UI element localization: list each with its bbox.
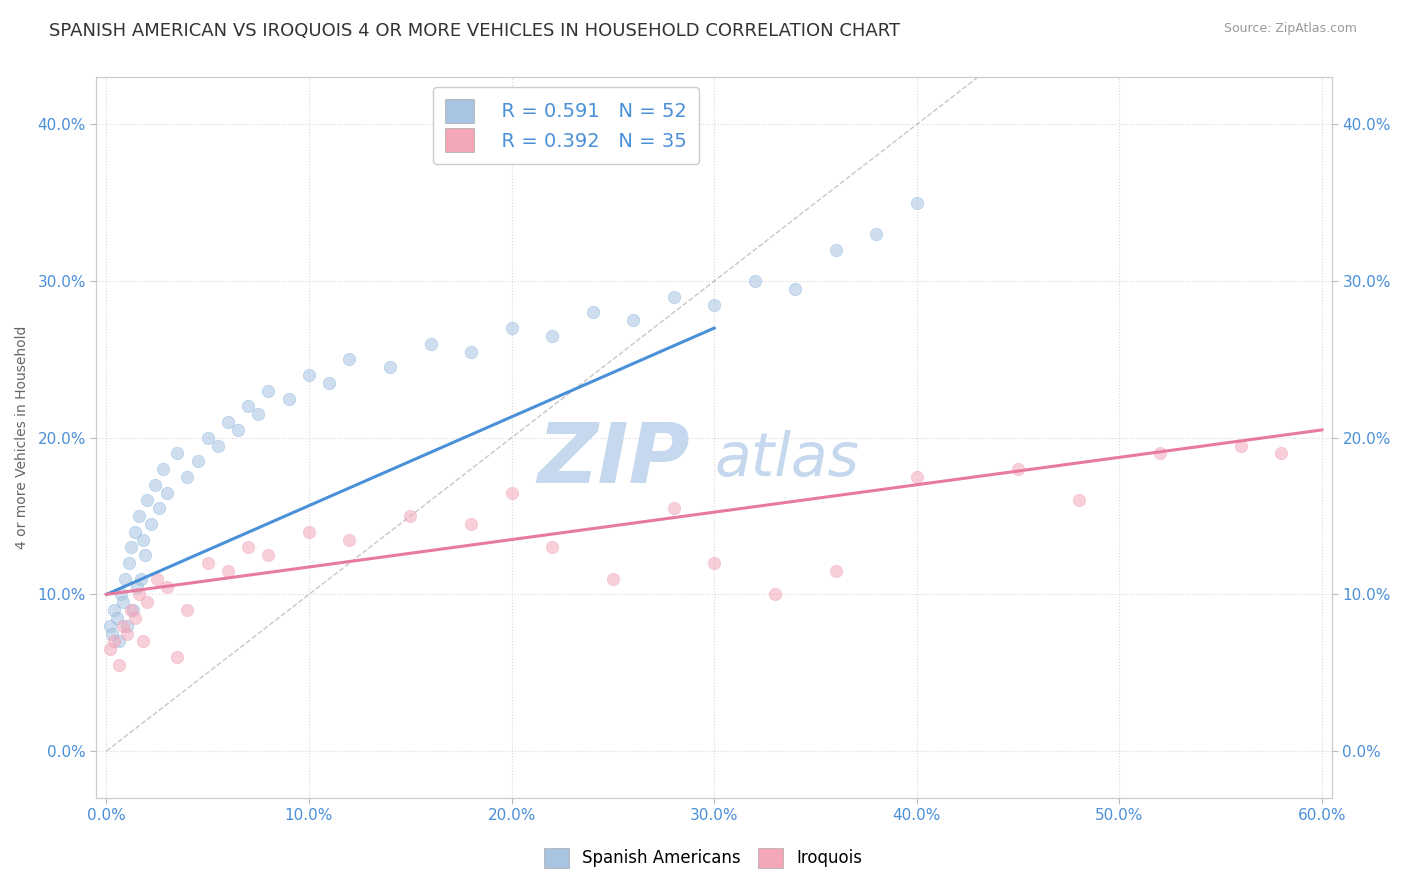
Point	[238, 541, 260, 555]
Point	[152, 462, 174, 476]
Point	[134, 548, 156, 562]
Legend:   R = 0.591   N = 52,   R = 0.392   N = 35: R = 0.591 N = 52, R = 0.392 N = 35	[433, 87, 699, 164]
Point	[148, 501, 170, 516]
Point	[247, 407, 270, 421]
Point	[298, 524, 321, 539]
Point	[176, 470, 198, 484]
Point	[763, 587, 786, 601]
Point	[166, 650, 188, 665]
Point	[135, 493, 157, 508]
Point	[217, 415, 239, 429]
Point	[662, 290, 685, 304]
Y-axis label: 4 or more Vehicles in Household: 4 or more Vehicles in Household	[15, 326, 30, 549]
Point	[621, 313, 644, 327]
Point	[115, 626, 138, 640]
Point	[110, 587, 132, 601]
Text: ZIP: ZIP	[537, 419, 689, 500]
Point	[128, 587, 150, 601]
Point	[156, 485, 179, 500]
Point	[785, 282, 807, 296]
Point	[176, 603, 198, 617]
Point	[124, 611, 146, 625]
Point	[100, 619, 122, 633]
Point	[257, 548, 280, 562]
Text: SPANISH AMERICAN VS IROQUOIS 4 OR MORE VEHICLES IN HOUSEHOLD CORRELATION CHART: SPANISH AMERICAN VS IROQUOIS 4 OR MORE V…	[49, 22, 900, 40]
Point	[128, 509, 150, 524]
Point	[824, 564, 846, 578]
Point	[277, 392, 299, 406]
Point	[905, 470, 928, 484]
Point	[124, 524, 146, 539]
Point	[103, 634, 125, 648]
Point	[399, 509, 422, 524]
Point	[146, 572, 169, 586]
Point	[166, 446, 188, 460]
Point	[703, 556, 725, 570]
Point	[135, 595, 157, 609]
Point	[541, 541, 564, 555]
Point	[120, 603, 142, 617]
Point	[238, 400, 260, 414]
Legend: Spanish Americans, Iroquois: Spanish Americans, Iroquois	[537, 841, 869, 875]
Point	[339, 352, 361, 367]
Point	[101, 626, 124, 640]
Point	[662, 501, 685, 516]
Point	[132, 634, 155, 648]
Point	[226, 423, 249, 437]
Point	[744, 274, 766, 288]
Point	[1149, 446, 1171, 460]
Point	[121, 603, 143, 617]
Point	[378, 360, 401, 375]
Point	[460, 344, 482, 359]
Point	[905, 195, 928, 210]
Point	[100, 642, 122, 657]
Point	[501, 485, 523, 500]
Point	[318, 376, 340, 390]
Point	[118, 556, 141, 570]
Point	[1067, 493, 1090, 508]
Point	[602, 572, 624, 586]
Point	[143, 477, 166, 491]
Point	[865, 227, 887, 241]
Text: atlas: atlas	[714, 430, 859, 489]
Point	[107, 634, 129, 648]
Point	[132, 533, 155, 547]
Point	[298, 368, 321, 383]
Point	[581, 305, 603, 319]
Point	[501, 321, 523, 335]
Point	[257, 384, 280, 398]
Point	[129, 572, 152, 586]
Point	[156, 580, 179, 594]
Point	[217, 564, 239, 578]
Text: Source: ZipAtlas.com: Source: ZipAtlas.com	[1223, 22, 1357, 36]
Point	[1230, 439, 1253, 453]
Point	[111, 619, 134, 633]
Point	[187, 454, 209, 468]
Point	[105, 611, 128, 625]
Point	[207, 439, 229, 453]
Point	[114, 572, 136, 586]
Point	[1007, 462, 1029, 476]
Point	[125, 580, 148, 594]
Point	[115, 619, 138, 633]
Point	[703, 297, 725, 311]
Point	[103, 603, 125, 617]
Point	[419, 336, 441, 351]
Point	[107, 657, 129, 672]
Point	[824, 243, 846, 257]
Point	[339, 533, 361, 547]
Point	[1270, 446, 1292, 460]
Point	[197, 431, 219, 445]
Point	[541, 329, 564, 343]
Point	[111, 595, 134, 609]
Point	[120, 541, 142, 555]
Point	[460, 516, 482, 531]
Point	[139, 516, 162, 531]
Point	[197, 556, 219, 570]
